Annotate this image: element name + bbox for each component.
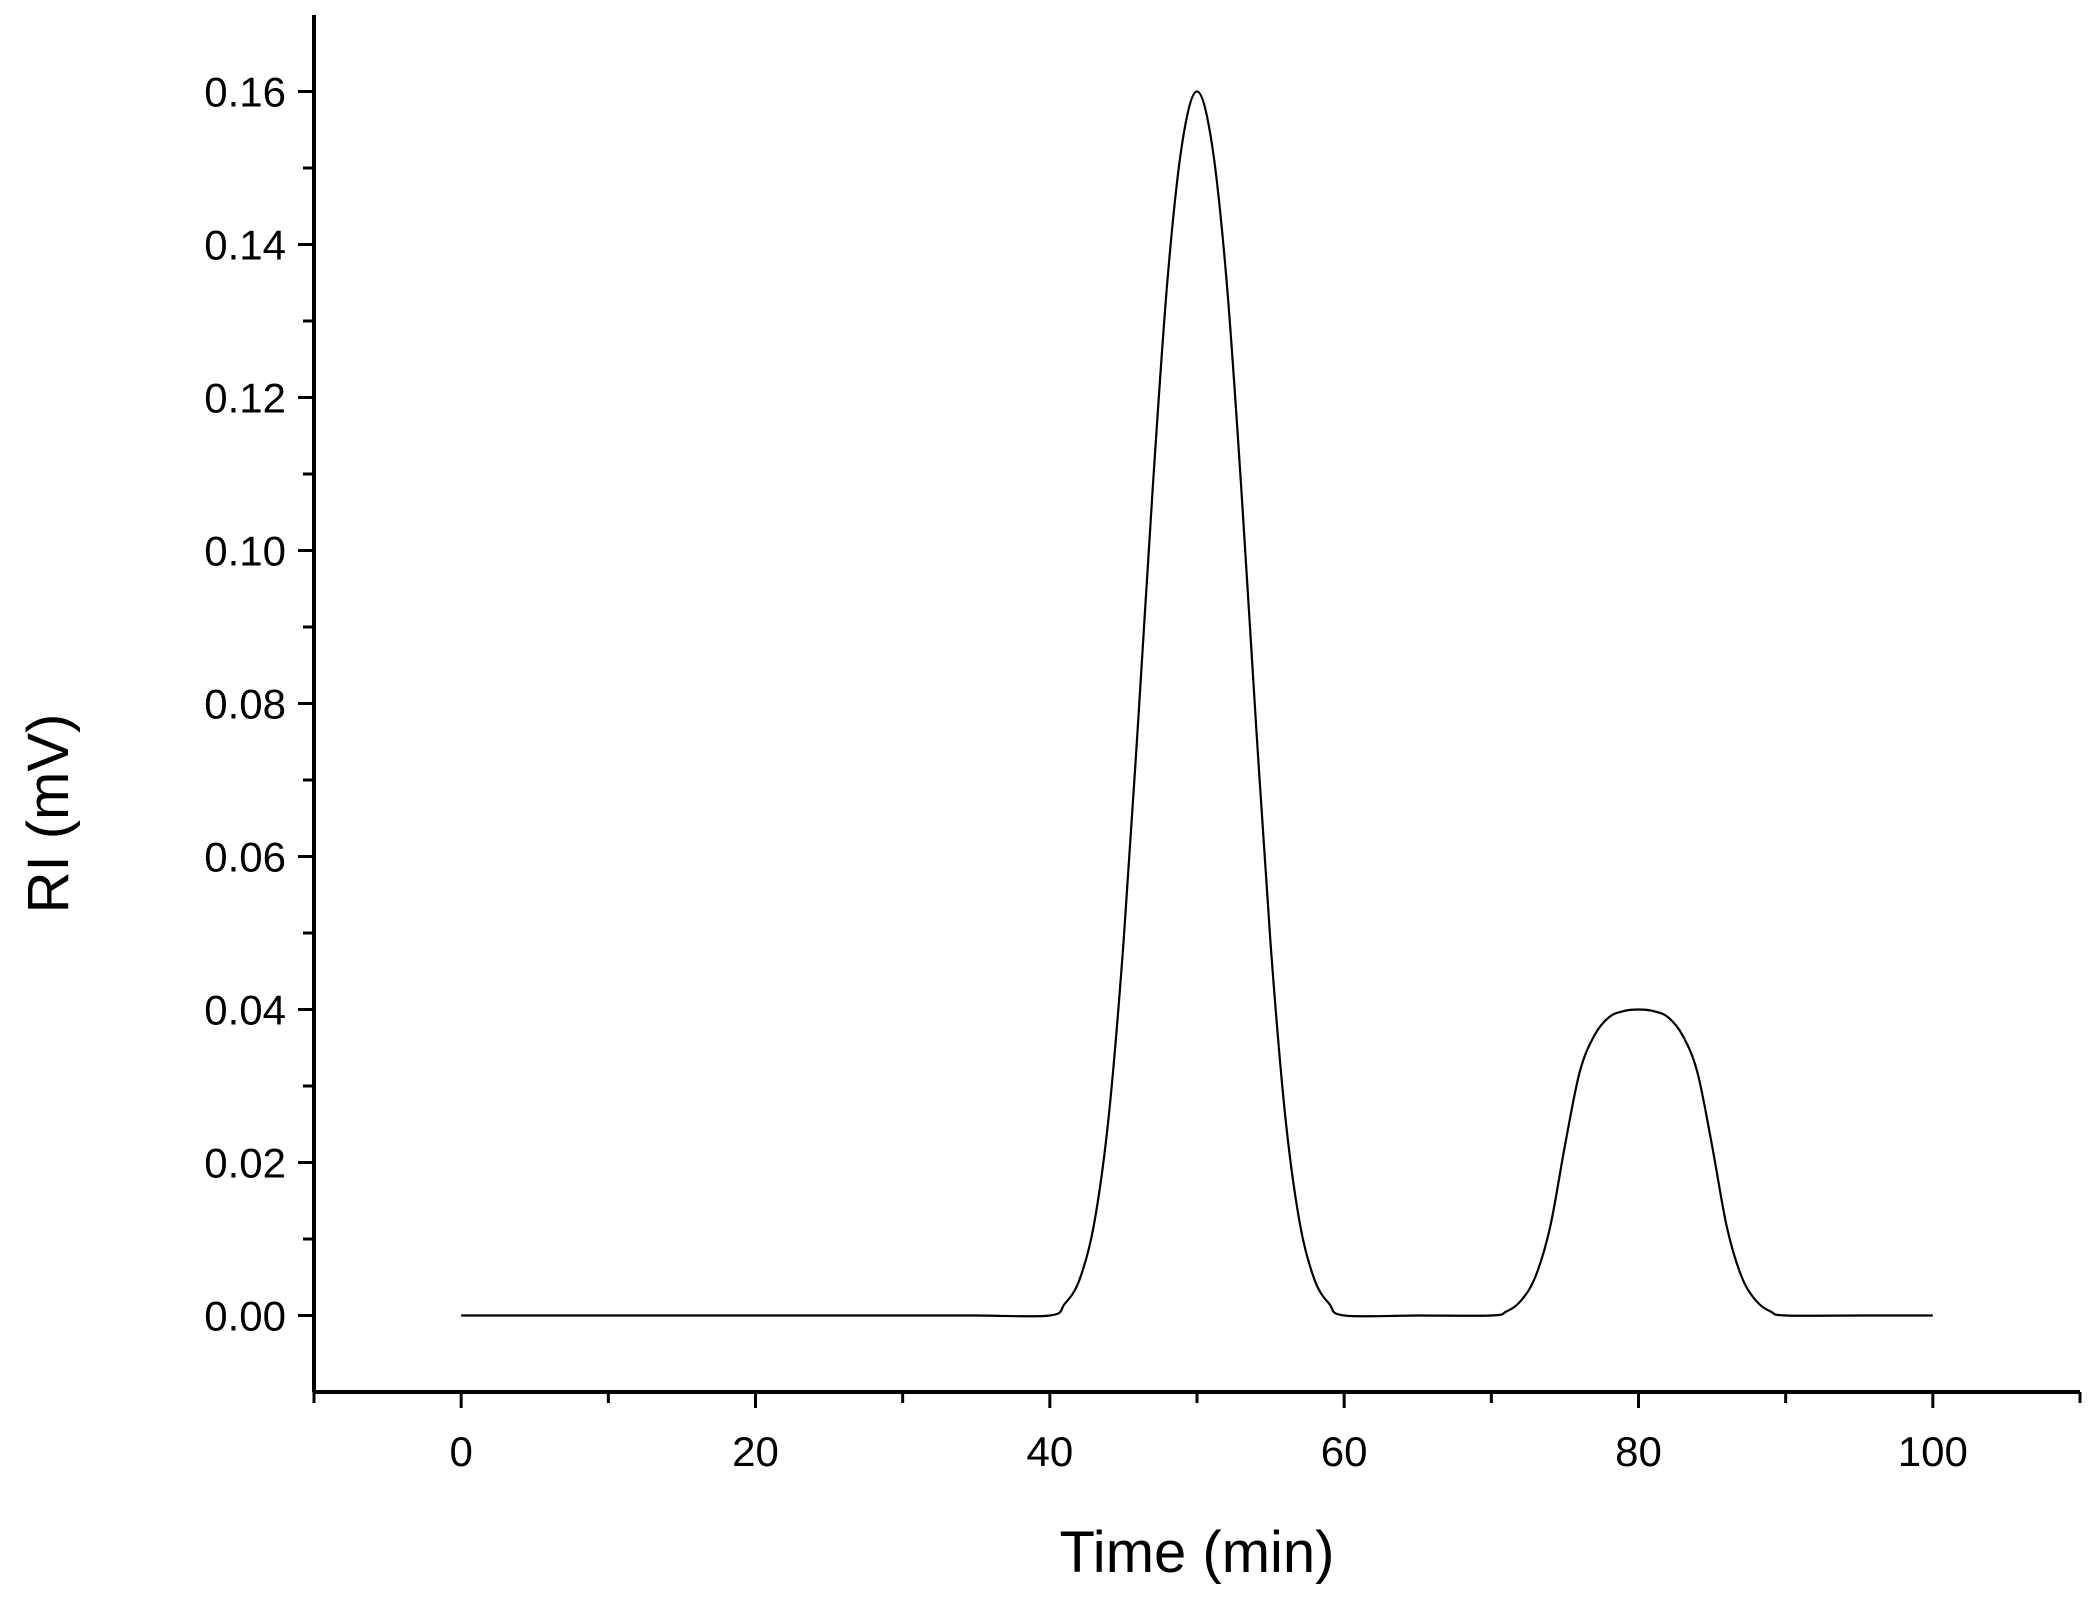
y-tick-label: 0.14 [204, 222, 286, 269]
y-axis-title: RI (mV) [16, 714, 81, 914]
x-tick-label: 20 [732, 1428, 779, 1475]
y-tick-label: 0.16 [204, 69, 286, 116]
y-tick-label: 0.06 [204, 834, 286, 881]
axes [312, 15, 2080, 1394]
x-tick-label: 60 [1321, 1428, 1368, 1475]
y-ticks: 0.00 0.02 0.04 0.06 0.08 0.10 0.12 0.14 0.16 [204, 69, 314, 1340]
series-line-0 [461, 90, 1933, 1318]
y-tick-label: 0.00 [204, 1293, 286, 1340]
x-tick-label: 0 [449, 1428, 472, 1475]
x-axis-title: Time (min) [1060, 1520, 1335, 1585]
x-tick-label: 80 [1615, 1428, 1662, 1475]
x-ticks: 0 20 40 60 80 100 [312, 1392, 2082, 1475]
y-tick-label: 0.08 [204, 681, 286, 728]
y-tick-label: 0.12 [204, 375, 286, 422]
y-tick-label: 0.02 [204, 1140, 286, 1187]
plot-area [461, 90, 1933, 1318]
y-tick-label: 0.04 [204, 987, 286, 1034]
x-tick-label: 100 [1898, 1428, 1968, 1475]
x-tick-label: 40 [1026, 1428, 1073, 1475]
y-tick-label: 0.10 [204, 528, 286, 575]
